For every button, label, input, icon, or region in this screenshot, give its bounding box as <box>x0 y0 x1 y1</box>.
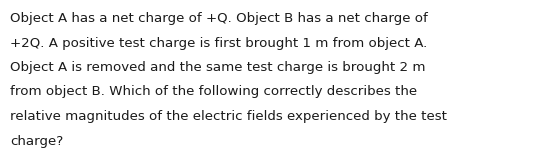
Text: charge?: charge? <box>10 134 63 147</box>
Text: from object B. Which of the following correctly describes the: from object B. Which of the following co… <box>10 86 417 99</box>
Text: Object A has a net charge of +Q. Object B has a net charge of: Object A has a net charge of +Q. Object … <box>10 12 428 25</box>
Text: relative magnitudes of the electric fields experienced by the test: relative magnitudes of the electric fiel… <box>10 110 447 123</box>
Text: Object A is removed and the same test charge is brought 2 m: Object A is removed and the same test ch… <box>10 61 426 74</box>
Text: +2Q. A positive test charge is first brought 1 m from object A.: +2Q. A positive test charge is first bro… <box>10 37 427 49</box>
